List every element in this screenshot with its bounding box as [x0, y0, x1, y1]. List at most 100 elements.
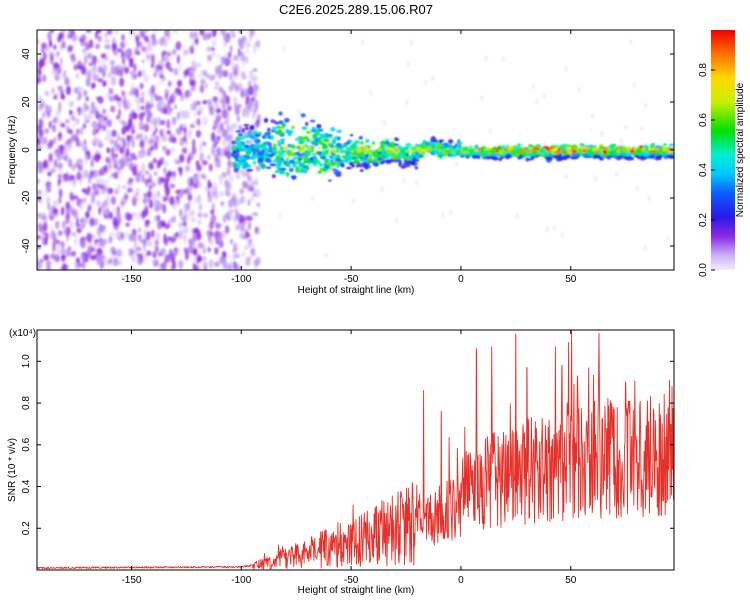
- spectrogram-cell: [224, 35, 230, 44]
- spectrogram-cell: [110, 105, 116, 113]
- spectrogram-cell: [83, 123, 86, 129]
- spectrogram-cell: [276, 125, 282, 129]
- spectrogram-cell: [255, 188, 261, 198]
- spectrogram-cell: [246, 168, 254, 172]
- spectrogram-cell: [141, 174, 145, 183]
- spectrogram-cell: [54, 220, 60, 230]
- spectrogram-cell: [211, 146, 216, 156]
- spectrogram-cell: [102, 124, 107, 132]
- spectrogram-cell: [85, 249, 90, 259]
- spectrogram-cell: [598, 144, 604, 149]
- spectrogram-cell: [141, 162, 146, 173]
- spectrogram-cell: [108, 133, 112, 140]
- spectrogram-cell: [152, 131, 156, 137]
- spectrogram-cell: [74, 162, 81, 168]
- spectrogram-cell: [60, 94, 66, 100]
- spectrogram-cell: [144, 170, 150, 175]
- spectrogram-cell: [79, 202, 84, 211]
- spectrogram-cell: [251, 75, 258, 83]
- spectrogram-cell: [355, 164, 360, 168]
- spectrogram-cell: [635, 148, 642, 154]
- spectrogram-cell: [395, 218, 399, 224]
- spectrogram-cell: [151, 38, 157, 46]
- spectrogram-cell: [212, 185, 218, 193]
- spectrogram-cell: [502, 56, 505, 62]
- spectrogram-cell: [109, 138, 114, 145]
- spectrogram-cell: [149, 134, 155, 143]
- spectrogram-cell: [643, 151, 649, 155]
- spectrogram-cell: [316, 124, 322, 129]
- spectrogram-cell: [77, 158, 83, 164]
- spectrogram-cell: [82, 47, 87, 55]
- spectrogram-xlabel: Height of straight line (km): [298, 285, 415, 296]
- spectrogram-cell: [602, 149, 608, 155]
- spectrogram-cell: [95, 129, 100, 134]
- spectrogram-cell: [209, 106, 214, 116]
- spectrogram-cell: [335, 149, 340, 153]
- spectrogram-cell: [183, 212, 188, 223]
- spectrogram-cell: [179, 137, 184, 147]
- spectrogram-cell: [554, 154, 560, 159]
- spectrogram-cell: [137, 70, 142, 78]
- spectrogram-cell: [91, 82, 96, 89]
- spectrogram-cell: [173, 232, 178, 242]
- spectrogram-cell: [56, 246, 62, 256]
- spectrogram-cell: [187, 129, 193, 136]
- spectrogram-cell: [145, 100, 151, 109]
- spectrogram-cell: [78, 37, 85, 43]
- spectrogram-cell: [456, 141, 462, 146]
- spectrogram-cell: [192, 235, 196, 243]
- spectrogram-cell: [278, 212, 282, 218]
- spectrogram-cell: [91, 55, 98, 65]
- spectrogram-cell: [235, 253, 241, 259]
- spectrogram-cell: [96, 153, 102, 160]
- snr-x-tick-label: -150: [121, 575, 141, 586]
- spectrogram-cell: [141, 59, 145, 64]
- spectrogram-cell: [209, 221, 214, 230]
- spectrogram-cell: [202, 116, 208, 126]
- spectrogram-cell: [135, 211, 141, 221]
- spectrogram-cell: [178, 208, 183, 217]
- spectrogram-y-tick-label: 40: [21, 48, 32, 60]
- spectrogram-cell: [145, 30, 149, 33]
- spectrogram-cell: [125, 222, 130, 227]
- colorbar-tick-label: 0.8: [698, 63, 709, 77]
- spectrogram-cell: [116, 97, 122, 102]
- spectrogram-cell: [317, 146, 321, 150]
- spectrogram-cell: [215, 114, 222, 122]
- snr-y-tick-label: 0.2: [21, 521, 32, 535]
- spectrogram-cell: [383, 120, 386, 126]
- spectrogram-cell: [546, 226, 549, 232]
- spectrogram-cell: [37, 257, 40, 265]
- spectrogram-cell: [236, 115, 240, 123]
- spectrogram-cell: [70, 123, 77, 128]
- spectrogram-cell: [118, 118, 124, 124]
- spectrogram-cell: [72, 209, 79, 219]
- spectrogram-cell: [110, 246, 116, 255]
- spectrogram-cell: [318, 163, 323, 167]
- spectrogram-cell: [240, 161, 245, 166]
- spectrogram-cell: [227, 190, 232, 197]
- spectrogram-cell: [199, 152, 205, 163]
- spectrogram-cell: [166, 130, 171, 135]
- spectrogram-cell: [244, 246, 247, 252]
- spectrogram-cell: [316, 151, 323, 155]
- spectrogram-cell: [98, 206, 102, 215]
- spectrogram-cell: [57, 181, 61, 187]
- spectrogram-cell: [171, 91, 177, 100]
- spectrogram-cell: [50, 167, 56, 174]
- spectrogram-cell: [124, 41, 129, 47]
- spectrogram-cell: [266, 141, 271, 144]
- spectrogram-cell: [298, 163, 304, 168]
- spectrogram-cell: [222, 214, 227, 224]
- spectrogram-cell: [536, 146, 540, 152]
- spectrogram-cell: [234, 71, 240, 77]
- spectrogram-cell: [205, 30, 209, 34]
- spectrogram-cell: [232, 252, 237, 261]
- spectrogram-y-tick-label: 20: [21, 96, 32, 108]
- spectrogram-cell: [153, 215, 159, 223]
- spectrogram-cell: [96, 231, 103, 238]
- spectrogram-cell: [219, 64, 223, 70]
- spectrogram-cell: [214, 85, 218, 90]
- spectrogram-cell: [117, 236, 121, 241]
